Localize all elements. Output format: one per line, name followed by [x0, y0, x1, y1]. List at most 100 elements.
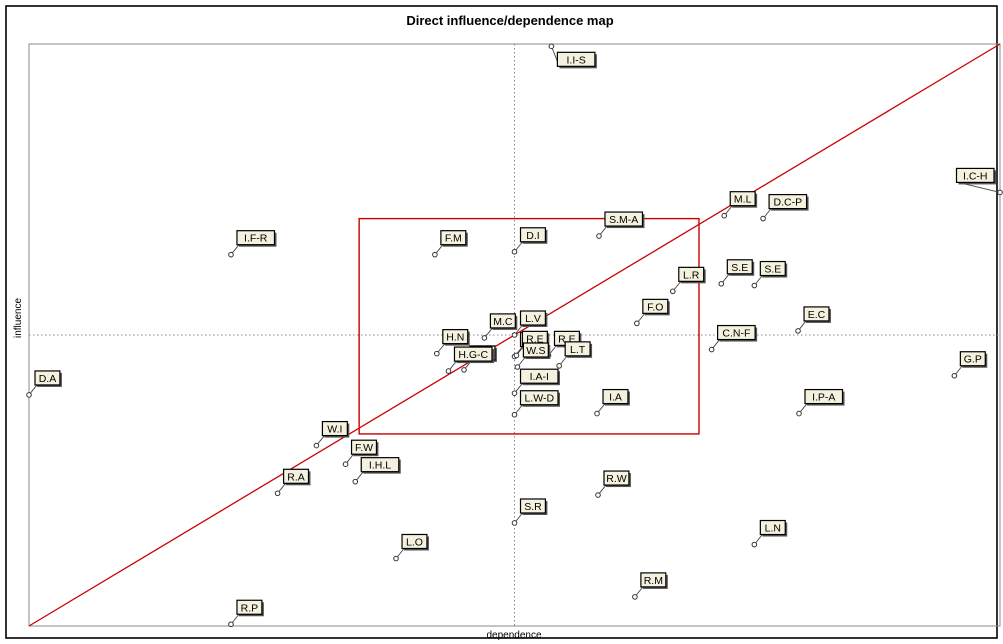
point-label: L.O	[406, 536, 423, 548]
point-marker	[26, 392, 32, 398]
point-label-box	[955, 167, 995, 184]
data-point: D.C-P	[760, 194, 809, 222]
point-label: I.A-I	[530, 371, 549, 383]
point-marker	[511, 411, 518, 418]
point-label: S.R	[524, 501, 542, 513]
point-marker	[634, 320, 640, 327]
point-label: R.E	[526, 333, 544, 345]
point-label-box	[959, 351, 986, 367]
point-marker	[632, 594, 638, 600]
point-label-box	[642, 298, 669, 314]
point-marker	[352, 478, 359, 485]
data-point: L.V	[511, 310, 548, 338]
data-point: I.H.L	[352, 457, 401, 485]
point-marker	[796, 410, 802, 417]
point-label-box	[519, 390, 559, 406]
data-point: R.W	[595, 470, 631, 498]
point-label: D.I	[526, 230, 539, 242]
point-label: S.E	[764, 264, 781, 276]
data-point: H.G-C	[445, 346, 494, 374]
point-marker	[313, 442, 320, 449]
point-marker	[445, 368, 452, 374]
point-label-box	[759, 260, 786, 277]
point-label-box	[768, 194, 808, 210]
point-marker	[461, 367, 467, 373]
data-point: S.R	[511, 498, 548, 526]
data-point: S.M-A	[596, 211, 645, 239]
point-marker	[751, 282, 758, 289]
point-marker	[228, 251, 234, 258]
point-label: F.O	[647, 301, 663, 313]
point-label-box	[440, 230, 467, 246]
point-label-box	[726, 259, 753, 275]
point-label: S.E	[731, 262, 748, 274]
data-point: L.T	[556, 341, 593, 369]
data-point: I.P-A	[796, 388, 845, 417]
point-label: I.I-S	[567, 54, 586, 66]
point-marker	[548, 43, 555, 50]
point-label-box	[604, 211, 644, 227]
point-marker	[708, 346, 715, 353]
data-point: R.M	[632, 572, 668, 600]
point-label: M.C	[493, 316, 513, 328]
point-label-box	[350, 439, 378, 455]
point-label: F.M	[445, 233, 462, 245]
point-marker	[511, 332, 518, 338]
data-point: I.A	[594, 388, 630, 417]
data-point: H.N	[434, 329, 470, 357]
point-label-box	[519, 310, 546, 326]
point-marker	[556, 363, 562, 369]
point-label-box	[401, 533, 428, 550]
point-label: I.P-A	[812, 392, 835, 404]
point-label: G.P	[964, 354, 982, 366]
point-marker	[514, 364, 521, 370]
point-label: L.R	[683, 269, 700, 281]
point-label-box	[602, 388, 629, 405]
point-label-box	[640, 572, 667, 588]
point-label: I.A	[609, 392, 622, 404]
highlight-box	[358, 217, 700, 435]
data-point: S.E	[718, 259, 755, 287]
point-marker	[393, 555, 399, 562]
y-axis-label: influence	[13, 298, 24, 338]
point-label: D.C-P	[774, 197, 803, 209]
point-label: F.W	[355, 442, 373, 454]
point-label-box	[453, 346, 493, 362]
point-label-box	[442, 329, 469, 345]
point-label: R.A	[287, 471, 305, 483]
point-label: I.C-H	[963, 170, 988, 182]
point-label: S.M-A	[609, 214, 638, 226]
data-point: L.R	[669, 266, 706, 295]
point-label: L.T	[570, 344, 586, 356]
point-label-box	[729, 191, 756, 207]
point-label: D.A	[39, 373, 57, 385]
point-marker	[718, 280, 725, 287]
data-point: L.N	[751, 519, 788, 548]
point-marker	[594, 410, 600, 417]
data-point: W.S	[514, 342, 551, 370]
point-marker	[432, 251, 438, 258]
point-label-box	[804, 388, 844, 405]
point-label: R.M	[644, 575, 663, 587]
data-point: I.F-R	[228, 230, 277, 258]
point-label-box	[236, 230, 276, 246]
point-label: C.N-F	[722, 328, 750, 340]
point-marker	[669, 288, 676, 295]
point-marker	[481, 335, 488, 341]
point-label: L.V	[525, 313, 541, 325]
point-label-box	[236, 599, 263, 615]
point-marker	[513, 352, 520, 359]
data-point: M.C	[481, 313, 518, 341]
point-label: H.N	[446, 332, 464, 344]
data-point: I.C-H	[955, 167, 1003, 196]
point-label: M.L	[734, 194, 752, 206]
chart-marks: I.I-S I.C-H M.L D.C-P I.F-R F.M S.M-A D.I S.E S.E…	[26, 43, 1003, 628]
data-point: I.A-I	[511, 368, 560, 397]
data-point: F.M	[432, 230, 468, 258]
point-label-box	[519, 368, 559, 384]
data-point: E.C	[795, 306, 831, 334]
point-marker	[434, 350, 440, 357]
data-point: D.I	[511, 227, 548, 255]
point-label-box	[489, 313, 516, 329]
point-label-box	[34, 370, 61, 386]
